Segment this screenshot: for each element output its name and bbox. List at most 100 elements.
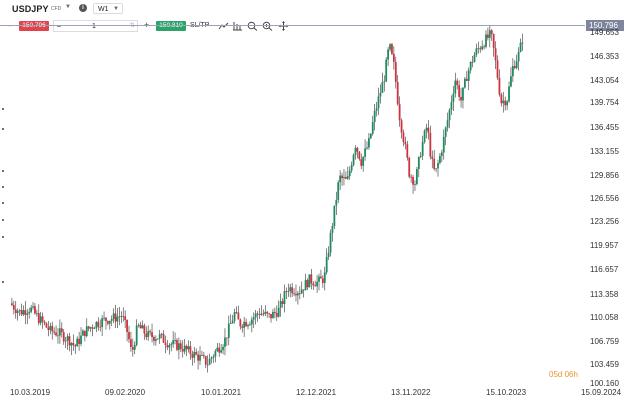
- candle-body: [465, 78, 468, 81]
- candle-body: [120, 316, 123, 317]
- candle-body: [297, 293, 299, 296]
- candle-body: [291, 287, 294, 294]
- candle-body: [444, 127, 447, 137]
- candle-body: [298, 293, 301, 295]
- candle-body: [247, 324, 249, 327]
- candle-body: [371, 122, 374, 134]
- candle-body: [185, 345, 188, 350]
- candle-body: [304, 280, 307, 291]
- candle-body: [356, 147, 359, 152]
- price-tick-label: 146.353: [590, 52, 619, 61]
- candle-body: [364, 148, 366, 157]
- candle-body: [268, 313, 271, 315]
- candle-body: [348, 170, 351, 177]
- time-tick-label: 10.03.2019: [10, 388, 51, 397]
- indicator-icon[interactable]: [232, 21, 243, 31]
- candle-body: [437, 163, 439, 169]
- candle-body: [135, 325, 138, 345]
- candle-body: [446, 120, 449, 128]
- candle-body: [417, 157, 420, 170]
- info-icon[interactable]: i: [79, 4, 87, 12]
- candle-body: [504, 100, 507, 106]
- candle-body: [243, 321, 246, 328]
- candle-body: [41, 316, 44, 322]
- candle-body: [45, 323, 48, 328]
- candle-body: [14, 309, 17, 314]
- candle-body: [502, 100, 505, 104]
- quantity-decrease-button[interactable]: –: [57, 23, 61, 30]
- crosshair-icon[interactable]: [278, 21, 289, 31]
- candle-body: [487, 34, 489, 38]
- candle-body: [460, 96, 462, 101]
- candle-body: [508, 86, 510, 102]
- sell-button[interactable]: 150.796: [19, 21, 49, 31]
- symbol-chevron-down-icon[interactable]: ▼: [65, 4, 71, 10]
- time-tick-label: 09.02.2020: [105, 388, 146, 397]
- candle-body: [83, 330, 86, 337]
- candle-body: [435, 168, 437, 170]
- candle-body: [139, 324, 142, 329]
- left-edge-marker: [2, 170, 4, 172]
- candle-body: [76, 338, 79, 347]
- candle-body: [34, 306, 36, 314]
- candle-body: [170, 344, 173, 346]
- candle-body: [68, 336, 71, 346]
- candle-body: [377, 96, 380, 109]
- candle-body: [431, 156, 434, 159]
- candle-body: [124, 316, 127, 321]
- candle-body: [12, 305, 15, 310]
- candle-body: [225, 337, 228, 339]
- candle-body: [254, 313, 257, 318]
- candle-body: [463, 78, 466, 88]
- candle-body: [316, 281, 318, 287]
- candle-body: [262, 313, 265, 315]
- candle-body: [368, 138, 370, 148]
- candle-countdown: 05d 06h: [549, 370, 578, 379]
- zoom-in-icon[interactable]: [262, 21, 273, 31]
- candle-body: [153, 336, 155, 341]
- candle-body: [360, 159, 363, 166]
- candle-body: [116, 316, 119, 322]
- candle-body: [494, 48, 497, 61]
- candle-body: [477, 48, 480, 50]
- time-tick-label: 10.01.2021: [201, 388, 242, 397]
- candle-body: [218, 347, 221, 353]
- quantity-stepper[interactable]: – 1 ⇅: [53, 20, 138, 32]
- candle-body: [488, 30, 491, 38]
- candle-body: [302, 289, 305, 291]
- spinner-arrows-icon[interactable]: ⇅: [129, 23, 135, 29]
- candle-body: [469, 62, 472, 71]
- candle-body: [126, 320, 128, 333]
- candle-body: [506, 101, 509, 106]
- candlestick-chart[interactable]: [0, 0, 587, 405]
- buy-button[interactable]: 150.810: [156, 21, 186, 31]
- candle-body: [53, 331, 56, 333]
- sltp-button[interactable]: SL/TP: [190, 22, 210, 29]
- symbol-label[interactable]: USDJPY: [12, 4, 49, 14]
- candle-body: [99, 326, 102, 328]
- candle-body: [72, 342, 75, 346]
- candle-body: [37, 313, 40, 324]
- candle-body: [373, 110, 376, 123]
- left-edge-marker: [2, 186, 4, 188]
- candle-body: [20, 310, 23, 315]
- candle-body: [158, 334, 161, 339]
- quantity-input[interactable]: 1: [92, 23, 96, 30]
- candle-body: [379, 92, 382, 97]
- candle-body: [362, 156, 365, 166]
- price-axis[interactable]: 149.653 146.353 143.054 139.754 136.455 133.1…: [587, 0, 624, 405]
- candle-body: [293, 293, 295, 295]
- candle-body: [141, 325, 144, 329]
- candle-body: [59, 328, 61, 336]
- candle-body: [189, 346, 192, 355]
- candle-body: [216, 347, 219, 352]
- candle-body: [74, 345, 77, 347]
- zoom-out-icon[interactable]: [247, 21, 258, 31]
- time-tick-label: 12.12.2021: [296, 388, 337, 397]
- candle-body: [287, 291, 290, 293]
- candle-body: [57, 335, 59, 337]
- candle-body: [475, 48, 478, 55]
- candle-body: [366, 147, 368, 149]
- line-tool-icon[interactable]: [218, 21, 229, 31]
- timeframe-select[interactable]: W1 ▼: [93, 3, 123, 14]
